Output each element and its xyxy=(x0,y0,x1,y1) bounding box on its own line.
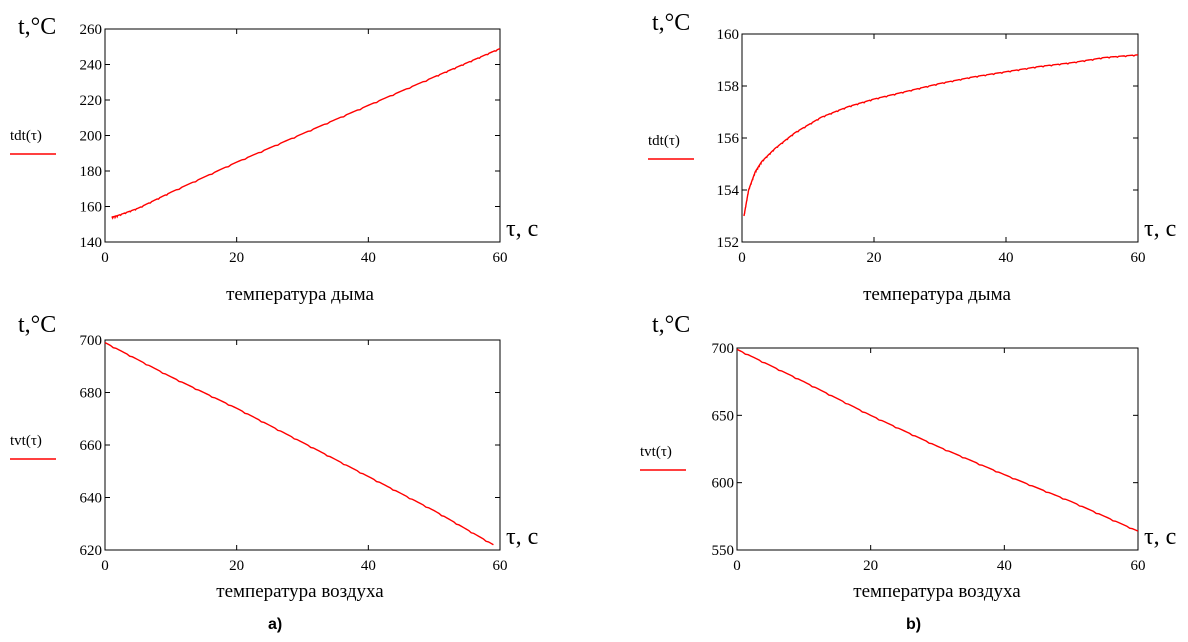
y-tick-label: 156 xyxy=(717,131,740,147)
x-tick-label: 40 xyxy=(999,250,1014,266)
chart-title: температура воздуха xyxy=(216,581,384,602)
y-tick-label: 660 xyxy=(80,438,103,454)
x-tick-label: 40 xyxy=(361,558,376,574)
x-tick-label: 20 xyxy=(229,250,244,266)
legend-label: tdt(τ) xyxy=(648,133,680,149)
y-tick-label: 550 xyxy=(712,543,735,559)
data-series-line xyxy=(111,47,501,220)
legend-label: tvt(τ) xyxy=(10,433,42,449)
y-tick-label: 600 xyxy=(712,476,735,492)
plot-frame-3 xyxy=(736,347,1139,551)
data-series-line xyxy=(736,348,1139,532)
legend-label: tvt(τ) xyxy=(640,444,672,460)
y-units-label: t,°C xyxy=(652,312,690,338)
chart-title: температура дыма xyxy=(226,284,374,305)
x-tick-label: 0 xyxy=(101,558,109,574)
y-units-label: t,°C xyxy=(652,10,690,36)
y-tick-label: 160 xyxy=(717,27,740,43)
y-tick-label: 700 xyxy=(712,341,735,357)
panel-label-b: b) xyxy=(906,616,922,633)
y-tick-label: 158 xyxy=(717,79,740,95)
x-units-label: τ, c xyxy=(1144,524,1176,550)
y-tick-label: 180 xyxy=(80,164,103,180)
data-series-line xyxy=(743,54,1139,217)
x-tick-label: 60 xyxy=(493,558,508,574)
y-units-label: t,°C xyxy=(18,312,56,338)
legend-label: tdt(τ) xyxy=(10,128,42,144)
y-units-label: t,°C xyxy=(18,14,56,40)
x-tick-label: 60 xyxy=(493,250,508,266)
y-tick-label: 240 xyxy=(80,58,103,74)
x-tick-label: 40 xyxy=(361,250,376,266)
y-tick-label: 160 xyxy=(80,200,103,216)
y-tick-label: 700 xyxy=(80,333,103,349)
x-tick-label: 20 xyxy=(867,250,882,266)
plot-frame-0 xyxy=(104,28,501,243)
x-tick-label: 0 xyxy=(738,250,746,266)
x-tick-label: 20 xyxy=(229,558,244,574)
chart-title: температура воздуха xyxy=(853,581,1021,602)
y-tick-label: 152 xyxy=(717,235,740,251)
x-units-label: τ, c xyxy=(506,524,538,550)
x-units-label: τ, c xyxy=(1144,216,1176,242)
y-tick-label: 154 xyxy=(717,183,740,199)
y-tick-label: 620 xyxy=(80,543,103,559)
y-tick-label: 200 xyxy=(80,129,103,145)
y-tick-label: 680 xyxy=(80,386,103,402)
x-tick-label: 0 xyxy=(733,558,741,574)
y-tick-label: 220 xyxy=(80,93,103,109)
y-tick-label: 640 xyxy=(80,491,103,507)
plot-frame-2 xyxy=(104,339,501,551)
y-tick-label: 650 xyxy=(712,408,735,424)
x-tick-label: 0 xyxy=(101,250,109,266)
plot-frame-1 xyxy=(741,33,1139,243)
x-tick-label: 40 xyxy=(997,558,1012,574)
x-tick-label: 60 xyxy=(1131,558,1146,574)
data-series-line xyxy=(104,342,494,546)
x-units-label: τ, c xyxy=(506,216,538,242)
x-tick-label: 20 xyxy=(863,558,878,574)
panel-label-a: a) xyxy=(268,616,283,633)
chart-title: температура дыма xyxy=(863,284,1011,305)
x-tick-label: 60 xyxy=(1131,250,1146,266)
y-tick-label: 140 xyxy=(80,235,103,251)
y-tick-label: 260 xyxy=(80,22,103,38)
